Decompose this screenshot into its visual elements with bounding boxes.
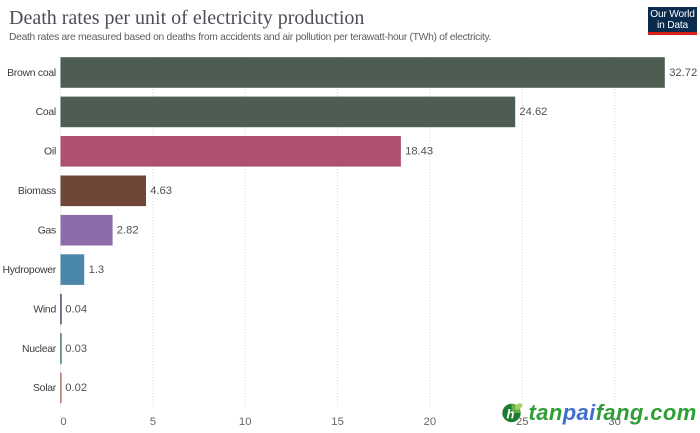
svg-text:0.03: 0.03 <box>65 343 87 355</box>
svg-text:Wind: Wind <box>33 304 56 315</box>
svg-text:10: 10 <box>239 416 252 428</box>
svg-text:Nuclear: Nuclear <box>22 344 57 355</box>
svg-text:Gas: Gas <box>38 226 56 237</box>
svg-text:5: 5 <box>150 416 156 428</box>
svg-text:Biomass: Biomass <box>18 186 56 197</box>
svg-text:15: 15 <box>331 416 344 428</box>
svg-text:Hydropower: Hydropower <box>2 265 56 276</box>
svg-text:0.04: 0.04 <box>65 303 87 315</box>
svg-text:Brown coal: Brown coal <box>7 68 56 79</box>
svg-text:Solar: Solar <box>33 383 57 394</box>
svg-text:Coal: Coal <box>36 107 56 118</box>
svg-text:h: h <box>507 407 515 422</box>
svg-text:4.63: 4.63 <box>150 185 172 197</box>
svg-text:18.43: 18.43 <box>405 146 433 158</box>
svg-text:32.72: 32.72 <box>669 67 697 79</box>
svg-text:25: 25 <box>516 416 529 428</box>
svg-text:30: 30 <box>608 416 621 428</box>
svg-text:2.82: 2.82 <box>117 225 139 237</box>
svg-text:20: 20 <box>424 416 437 428</box>
svg-text:1.3: 1.3 <box>89 264 105 276</box>
svg-text:0: 0 <box>60 416 66 428</box>
svg-text:tanpaifang.com: tanpaifang.com <box>529 400 697 425</box>
svg-text:0.02: 0.02 <box>65 382 87 394</box>
svg-text:24.62: 24.62 <box>519 106 547 118</box>
svg-text:Oil: Oil <box>44 147 56 158</box>
